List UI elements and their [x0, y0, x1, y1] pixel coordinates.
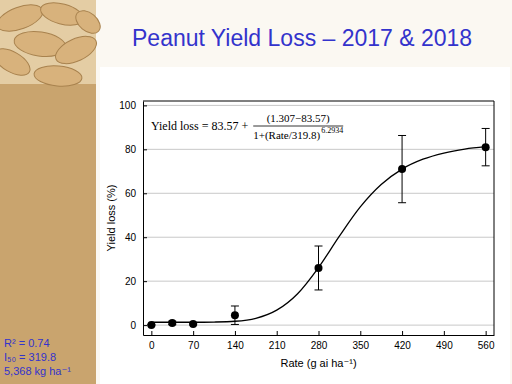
y-tick-mark — [143, 105, 147, 106]
equation-numerator: (1.307−83.57) — [267, 112, 330, 125]
y-tick: 0 — [130, 320, 147, 331]
peanut-shell — [0, 0, 46, 37]
x-tick-label: 280 — [311, 340, 328, 351]
y-tick: 60 — [125, 188, 147, 199]
data-point — [189, 320, 197, 328]
x-tick-label: 350 — [352, 340, 369, 351]
error-cap — [398, 135, 406, 136]
error-cap — [231, 324, 239, 325]
x-tick: 350 — [352, 331, 369, 351]
y-tick-label: 60 — [125, 188, 137, 199]
y-tick: 40 — [125, 232, 147, 243]
error-cap — [231, 305, 239, 306]
equation: Yield loss = 83.57 + (1.307−83.57) 1+(Rate… — [151, 112, 343, 142]
peanut-shell — [71, 6, 104, 38]
error-cap — [482, 128, 490, 129]
y-tick-mark — [143, 325, 147, 326]
x-axis-line — [144, 335, 495, 336]
peanut-picture — [0, 0, 105, 88]
grid-line — [143, 149, 494, 150]
y-tick: 20 — [125, 276, 147, 287]
y-tick-label: 20 — [125, 276, 137, 287]
equation-text: Yield loss = 83.57 + — [151, 119, 248, 133]
sidebar-text: I₅₀ = 319.8 — [4, 351, 56, 363]
error-cap — [398, 202, 406, 203]
x-tick-mark — [277, 331, 278, 335]
y-tick-mark — [143, 281, 147, 282]
x-axis: 0 70 140 210 280 350 420 490 560 — [144, 331, 495, 351]
x-tick-label: 560 — [478, 340, 495, 351]
x-tick-label: 210 — [269, 340, 286, 351]
y-tick-label: 80 — [125, 144, 137, 155]
data-point — [168, 319, 176, 327]
plot-frame — [494, 101, 495, 335]
error-cap — [315, 289, 323, 290]
y-axis-title: Yield loss (%) — [105, 185, 117, 252]
x-tick-label: 70 — [188, 340, 200, 351]
x-tick: 560 — [478, 331, 495, 351]
y-axis: 0 20 40 60 80 100 — [119, 100, 147, 335]
grid-line — [143, 193, 494, 194]
x-tick-mark — [151, 331, 152, 335]
x-tick-label: 490 — [436, 340, 453, 351]
error-cap — [315, 246, 323, 247]
sidebar-text: 5,368 kg ha⁻¹ — [4, 365, 71, 377]
y-tick: 80 — [125, 144, 147, 155]
x-tick-mark — [486, 331, 487, 335]
y-tick-label: 0 — [130, 320, 136, 331]
x-tick: 490 — [436, 331, 453, 351]
plot-frame — [143, 101, 494, 102]
x-tick-mark — [193, 331, 194, 335]
y-tick-label: 100 — [119, 100, 136, 111]
plot-marks — [147, 128, 489, 329]
peanut-shell — [0, 43, 34, 80]
error-cap — [482, 165, 490, 166]
equation-denominator: 1+(Rate/319.8) — [253, 129, 320, 142]
background — [0, 0, 512, 384]
fit-curve — [151, 147, 485, 323]
x-tick: 0 — [149, 331, 155, 351]
peanut-shell — [33, 64, 83, 88]
x-tick-label: 0 — [149, 340, 155, 351]
x-tick-mark — [360, 331, 361, 335]
x-tick-label: 140 — [227, 340, 244, 351]
x-tick: 280 — [311, 331, 328, 351]
x-tick-mark — [402, 331, 403, 335]
x-tick-label: 420 — [394, 340, 411, 351]
peanut-shell — [51, 31, 100, 70]
title: Peanut Yield Loss – 2017 & 2018 — [132, 25, 472, 51]
fraction-bar — [253, 126, 343, 127]
x-tick: 140 — [227, 331, 244, 351]
sidebar-text: R² = 0.74 — [4, 337, 50, 349]
grid-line — [143, 237, 494, 238]
chart-panel — [100, 67, 510, 384]
y-axis-line — [143, 102, 144, 336]
y-tick-mark — [143, 149, 147, 150]
x-tick: 210 — [269, 331, 286, 351]
grid — [143, 105, 494, 325]
grid-line — [143, 105, 494, 106]
x-tick-mark — [319, 331, 320, 335]
sidebar — [0, 84, 96, 384]
equation-exponent: 6.2934 — [321, 126, 343, 135]
x-tick: 420 — [394, 331, 411, 351]
data-point — [231, 311, 239, 319]
y-tick-mark — [143, 193, 147, 194]
y-tick-label: 40 — [125, 232, 137, 243]
x-tick-mark — [235, 331, 236, 335]
x-tick-mark — [444, 331, 445, 335]
x-tick: 70 — [188, 331, 200, 351]
y-tick: 100 — [119, 100, 147, 111]
slide: Peanut Yield Loss – 2017 & 2018 R² = 0.74… — [0, 0, 512, 384]
x-axis-title: Rate (g ai ha⁻¹) — [280, 357, 356, 369]
y-tick-mark — [143, 237, 147, 238]
